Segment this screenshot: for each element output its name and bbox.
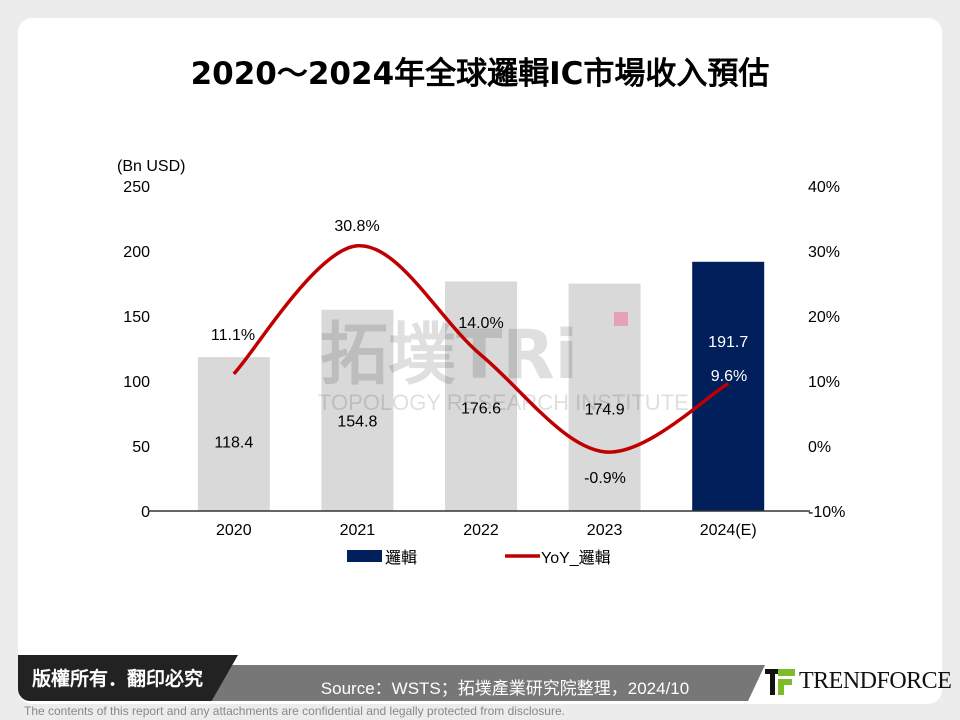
legend-swatch-bar	[347, 550, 382, 562]
bar-value-label: 174.9	[585, 402, 625, 419]
trendforce-logo: TRENDFORCE	[765, 668, 952, 695]
yoy-value-label: -0.9%	[584, 470, 626, 487]
y2-tick-label: 40%	[808, 179, 840, 196]
legend: 邏輯 YoY_邏輯	[347, 549, 611, 567]
bar	[692, 261, 765, 511]
yoy-value-label: 14.0%	[458, 315, 503, 332]
bar-value-label: 118.4	[214, 435, 253, 452]
svg-text:拓墣TRi: 拓墣TRi	[320, 316, 578, 395]
x-tick-label: 2022	[463, 522, 499, 539]
y2-tick-label: 0%	[808, 439, 831, 456]
bar	[445, 281, 517, 511]
x-tick-label: 2021	[340, 522, 376, 539]
yoy-value-label: 30.8%	[334, 218, 379, 235]
watermark: 拓墣TRi TOPOLOGY RESEARCH INSTITUTE	[318, 316, 689, 415]
y-tick-label: 250	[123, 179, 150, 196]
legend-label-bar: 邏輯	[385, 549, 417, 567]
svg-text:TOPOLOGY RESEARCH INSTITUTE: TOPOLOGY RESEARCH INSTITUTE	[318, 390, 689, 415]
copyright-text: 版權所有．翻印必究	[32, 668, 204, 690]
y-tick-label: 0	[141, 504, 150, 521]
chart-title: 2020～2024年全球邏輯IC市場收入預估	[190, 56, 770, 92]
bar-value-label: 176.6	[461, 401, 501, 418]
yoy-value-label: 11.1%	[211, 327, 255, 344]
bar	[321, 309, 394, 511]
bar	[197, 357, 270, 511]
y-axis-label: (Bn USD)	[117, 158, 185, 175]
decorative-square	[614, 312, 628, 326]
y2-tick-label: 30%	[808, 244, 840, 261]
y2-tick-label: 20%	[808, 309, 840, 326]
y-tick-label: 100	[123, 374, 150, 391]
y-tick-label: 50	[132, 439, 150, 456]
bar-value-label: 154.8	[337, 413, 377, 430]
legend-label-line: YoY_邏輯	[541, 549, 611, 567]
bar-value-label: 191.7	[708, 334, 748, 351]
y2-tick-label: -10%	[808, 504, 845, 521]
y-tick-label: 150	[123, 309, 150, 326]
x-tick-label: 2024(E)	[700, 522, 757, 539]
y2-tick-label: 10%	[808, 374, 840, 391]
footer-source-band	[200, 665, 765, 701]
x-tick-label: 2020	[216, 522, 252, 539]
footer-copyright-band	[18, 655, 238, 701]
x-tick-label: 2023	[587, 522, 623, 539]
bar	[568, 283, 641, 511]
logo-text: TRENDFORCE	[799, 668, 952, 694]
disclaimer: The contents of this report and any atta…	[24, 704, 565, 718]
yoy-line	[232, 244, 730, 454]
yoy-value-label: 9.6%	[711, 368, 747, 385]
y-tick-label: 200	[123, 244, 150, 261]
trendforce-logo-icon	[765, 668, 795, 695]
source-text: Source：WSTS；拓墣產業研究院整理，2024/10	[320, 679, 690, 698]
